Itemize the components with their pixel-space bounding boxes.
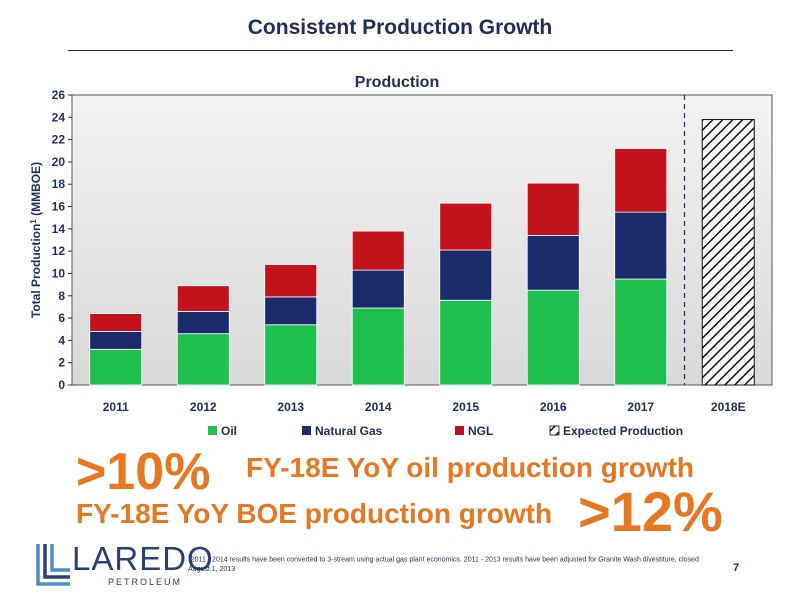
bar-oil-2012 (176, 333, 230, 386)
y-tick-label: 24 (52, 110, 66, 124)
page-number: 7 (733, 562, 740, 574)
x-tick-label-2016: 2016 (540, 400, 567, 414)
bar-oil-2015 (439, 299, 493, 386)
x-tick-label-2012: 2012 (190, 400, 217, 414)
legend-swatch-oil (208, 426, 217, 435)
oil-growth-text: FY-18E YoY oil production growth (246, 452, 695, 483)
legend-swatch-expected-production (549, 425, 560, 436)
bar-ngl-2012 (176, 285, 230, 312)
bar-oil-2013 (264, 324, 318, 386)
y-tick-label: 14 (52, 222, 66, 236)
slide-title: Consistent Production Growth (247, 16, 553, 39)
y-tick-label: 8 (58, 289, 65, 303)
x-tick-label-2015: 2015 (452, 400, 479, 414)
oil-growth-percent: >10% (76, 443, 211, 501)
title-divider (68, 50, 733, 51)
bar-natural-gas-2017 (614, 211, 668, 280)
y-tick-label: 2 (58, 356, 65, 370)
y-tick-label: 26 (52, 88, 66, 102)
y-axis-label: Total Production1 (MMBOE) (29, 162, 43, 318)
bar-natural-gas-2013 (264, 296, 318, 326)
y-tick-label: 6 (58, 311, 65, 325)
x-tick-label-2013: 2013 (277, 400, 304, 414)
x-tick-label-2011: 2011 (103, 400, 129, 414)
legend-swatch-ngl (455, 426, 464, 435)
legend-label-oil: Oil (221, 424, 237, 438)
bar-ngl-2013 (264, 264, 318, 298)
bar-oil-2017 (614, 278, 668, 386)
y-tick-label: 16 (52, 200, 66, 214)
logo-mark-icon (36, 544, 70, 586)
y-tick-label: 10 (52, 266, 66, 280)
boe-growth-percent: >12% (578, 480, 723, 543)
chart-title: Production (355, 74, 439, 91)
y-tick-label: 22 (52, 133, 66, 147)
laredo-logo: LAREDO PETROLEUM (34, 540, 213, 590)
y-tick-label: 12 (52, 244, 66, 258)
bar-ngl-2016 (526, 182, 580, 236)
production-chart: Production Total Production1 (MMBOE) 024… (29, 74, 773, 438)
x-tick-label-2018e: 2018E (711, 400, 746, 414)
x-tick-label-2017: 2017 (627, 400, 654, 414)
y-tick-label: 0 (58, 378, 65, 392)
logo-wordmark: LAREDO (72, 540, 214, 577)
legend-label-expected-production: Expected Production (563, 424, 683, 438)
bar-oil-2014 (351, 307, 405, 386)
bar-oil-2016 (526, 289, 580, 386)
y-tick-label: 4 (58, 333, 65, 347)
legend-label-ngl: NGL (468, 424, 493, 438)
legend-swatch-natural-gas (302, 426, 311, 435)
bar-ngl-2015 (439, 202, 493, 251)
bar-natural-gas-2015 (439, 249, 493, 301)
bar-ngl-2014 (351, 230, 405, 271)
boe-growth-text: FY-18E YoY BOE production growth (76, 498, 553, 529)
bar-natural-gas-2014 (351, 269, 405, 309)
legend-label-natural-gas: Natural Gas (315, 424, 383, 438)
y-tick-label: 20 (52, 155, 66, 169)
footnote: 12011 - 2014 results have been converted… (188, 554, 699, 574)
bar-ngl-2017 (614, 148, 668, 213)
bar-oil-2011 (89, 348, 143, 386)
x-tick-label-2014: 2014 (365, 400, 392, 414)
y-tick-label: 18 (52, 177, 66, 191)
bar-natural-gas-2012 (176, 310, 230, 335)
bar-expected-production-2018e (701, 119, 755, 386)
logo-subtitle: PETROLEUM (108, 577, 183, 587)
bar-natural-gas-2011 (89, 331, 143, 350)
bar-natural-gas-2016 (526, 235, 580, 291)
bar-ngl-2011 (89, 313, 143, 332)
